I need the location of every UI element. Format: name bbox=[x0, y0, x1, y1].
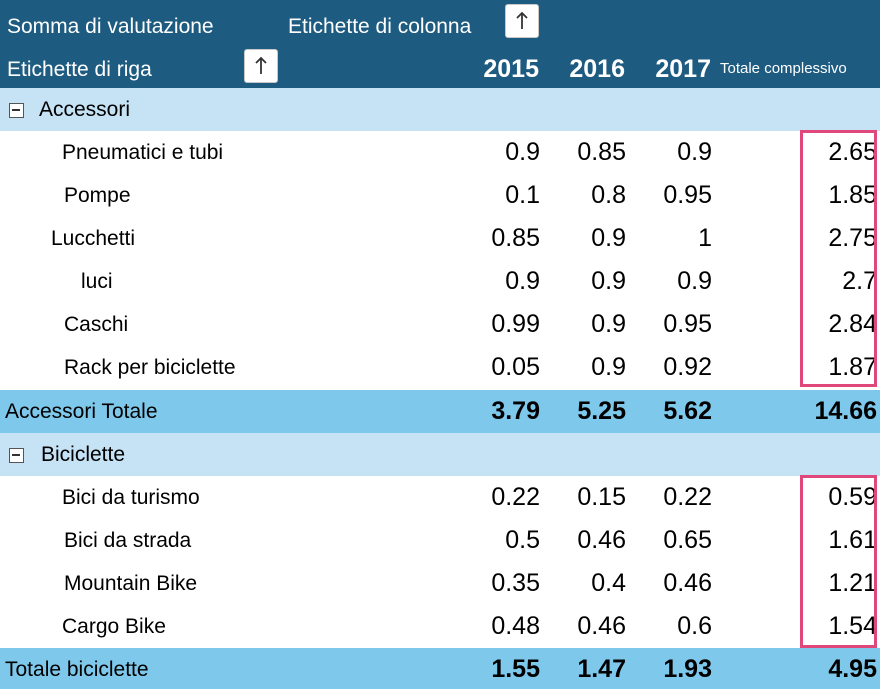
column-sort-button[interactable] bbox=[505, 4, 539, 38]
collapse-icon[interactable] bbox=[9, 448, 24, 463]
subtotal-2016[interactable]: 1.47 bbox=[577, 655, 626, 683]
year-header-2015[interactable]: 2015 bbox=[483, 55, 539, 83]
cell-2017[interactable]: 0.95 bbox=[663, 310, 712, 338]
table-row: Cargo Bike 0.48 0.46 0.6 1.54 bbox=[0, 605, 880, 648]
subtotal-label[interactable]: Totale biciclette bbox=[5, 658, 149, 681]
subtotal-total[interactable]: 4.95 bbox=[828, 655, 877, 683]
cell-total[interactable]: 0.59 bbox=[828, 483, 877, 511]
cell-2016[interactable]: 0.9 bbox=[591, 310, 626, 338]
subtotal-2016[interactable]: 5.25 bbox=[577, 397, 626, 425]
cell-2017[interactable]: 0.9 bbox=[677, 138, 712, 166]
cell-total[interactable]: 1.85 bbox=[828, 181, 877, 209]
cell-2015[interactable]: 0.05 bbox=[491, 353, 540, 381]
row-label[interactable]: Lucchetti bbox=[51, 227, 136, 250]
values-field-label[interactable]: Somma di valutazione bbox=[7, 15, 214, 38]
collapse-icon[interactable] bbox=[9, 103, 24, 118]
cell-2015[interactable]: 0.85 bbox=[491, 224, 540, 252]
cell-2016[interactable]: 0.9 bbox=[591, 267, 626, 295]
subtotal-row-biciclette: Totale biciclette 1.55 1.47 1.93 4.95 bbox=[0, 648, 880, 689]
cell-2016[interactable]: 0.9 bbox=[591, 224, 626, 252]
table-row: Rack per biciclette 0.05 0.9 0.92 1.87 bbox=[0, 346, 880, 389]
table-row: Bici da turismo 0.22 0.15 0.22 0.59 bbox=[0, 476, 880, 519]
subtotal-total[interactable]: 14.66 bbox=[814, 397, 877, 425]
subtotal-2017[interactable]: 5.62 bbox=[663, 397, 712, 425]
cell-2017[interactable]: 0.9 bbox=[677, 267, 712, 295]
subtotal-row-accessori: Accessori Totale 3.79 5.25 5.62 14.66 bbox=[0, 390, 880, 433]
sort-arrow-up-icon bbox=[255, 56, 267, 74]
table-row: Pneumatici e tubi 0.9 0.85 0.9 2.65 bbox=[0, 131, 880, 174]
subtotal-2015[interactable]: 3.79 bbox=[491, 397, 540, 425]
row-label[interactable]: Pneumatici e tubi bbox=[62, 141, 224, 164]
row-label[interactable]: Cargo Bike bbox=[62, 615, 166, 638]
cell-2017[interactable]: 0.46 bbox=[663, 569, 712, 597]
cell-2015[interactable]: 0.99 bbox=[491, 310, 540, 338]
subtotal-2017[interactable]: 1.93 bbox=[663, 655, 712, 683]
table-row: Caschi 0.99 0.9 0.95 2.84 bbox=[0, 303, 880, 346]
row-sort-button[interactable] bbox=[244, 49, 278, 83]
cell-2016[interactable]: 0.85 bbox=[577, 138, 626, 166]
cell-2015[interactable]: 0.1 bbox=[505, 181, 540, 209]
grand-total-header: Totale complessivo bbox=[720, 60, 847, 77]
table-row: Lucchetti 0.85 0.9 1 2.75 bbox=[0, 217, 880, 260]
row-label[interactable]: Bici da turismo bbox=[62, 486, 200, 509]
cell-2017[interactable]: 0.95 bbox=[663, 181, 712, 209]
cell-2015[interactable]: 0.9 bbox=[505, 267, 540, 295]
group-label[interactable]: Accessori bbox=[39, 98, 131, 121]
cell-total[interactable]: 2.7 bbox=[842, 267, 877, 295]
row-label[interactable]: Mountain Bike bbox=[64, 572, 198, 595]
sort-arrow-up-icon bbox=[516, 11, 528, 29]
row-label[interactable]: Rack per biciclette bbox=[64, 356, 236, 379]
cell-total[interactable]: 2.84 bbox=[828, 310, 877, 338]
cell-2015[interactable]: 0.35 bbox=[491, 569, 540, 597]
cell-2015[interactable]: 0.5 bbox=[505, 526, 540, 554]
cell-2016[interactable]: 0.8 bbox=[591, 181, 626, 209]
cell-2017[interactable]: 1 bbox=[698, 224, 712, 252]
cell-2016[interactable]: 0.46 bbox=[577, 526, 626, 554]
table-row: luci 0.9 0.9 0.9 2.7 bbox=[0, 260, 880, 303]
cell-total[interactable]: 1.54 bbox=[828, 612, 877, 640]
cell-2016[interactable]: 0.46 bbox=[577, 612, 626, 640]
table-row: Mountain Bike 0.35 0.4 0.46 1.21 bbox=[0, 562, 880, 605]
cell-2016[interactable]: 0.9 bbox=[591, 353, 626, 381]
cell-2017[interactable]: 0.65 bbox=[663, 526, 712, 554]
cell-total[interactable]: 2.75 bbox=[828, 224, 877, 252]
cell-total[interactable]: 1.61 bbox=[828, 526, 877, 554]
cell-2015[interactable]: 0.48 bbox=[491, 612, 540, 640]
table-row: Pompe 0.1 0.8 0.95 1.85 bbox=[0, 174, 880, 217]
row-label[interactable]: Pompe bbox=[64, 184, 131, 207]
row-label[interactable]: Bici da strada bbox=[64, 529, 192, 552]
subtotal-2015[interactable]: 1.55 bbox=[491, 655, 540, 683]
row-label[interactable]: Caschi bbox=[64, 313, 129, 336]
column-labels-header[interactable]: Etichette di colonna bbox=[288, 15, 472, 38]
year-header-2016[interactable]: 2016 bbox=[569, 55, 625, 83]
group-row-accessori: Accessori bbox=[0, 88, 880, 131]
pivot-header: Somma di valutazione Etichette di colonn… bbox=[0, 0, 880, 88]
cell-2016[interactable]: 0.15 bbox=[577, 483, 626, 511]
cell-2017[interactable]: 0.22 bbox=[663, 483, 712, 511]
group-label[interactable]: Biciclette bbox=[41, 443, 126, 466]
cell-2016[interactable]: 0.4 bbox=[591, 569, 626, 597]
group-row-biciclette: Biciclette bbox=[0, 433, 880, 476]
subtotal-label[interactable]: Accessori Totale bbox=[5, 400, 158, 423]
cell-2015[interactable]: 0.22 bbox=[491, 483, 540, 511]
row-labels-header[interactable]: Etichette di riga bbox=[7, 58, 152, 81]
cell-2017[interactable]: 0.6 bbox=[677, 612, 712, 640]
row-label[interactable]: luci bbox=[81, 270, 113, 293]
cell-total[interactable]: 2.65 bbox=[828, 138, 877, 166]
cell-total[interactable]: 1.87 bbox=[828, 353, 877, 381]
cell-2015[interactable]: 0.9 bbox=[505, 138, 540, 166]
cell-total[interactable]: 1.21 bbox=[828, 569, 877, 597]
year-header-2017[interactable]: 2017 bbox=[655, 55, 711, 83]
cell-2017[interactable]: 0.92 bbox=[663, 353, 712, 381]
table-row: Bici da strada 0.5 0.46 0.65 1.61 bbox=[0, 519, 880, 562]
